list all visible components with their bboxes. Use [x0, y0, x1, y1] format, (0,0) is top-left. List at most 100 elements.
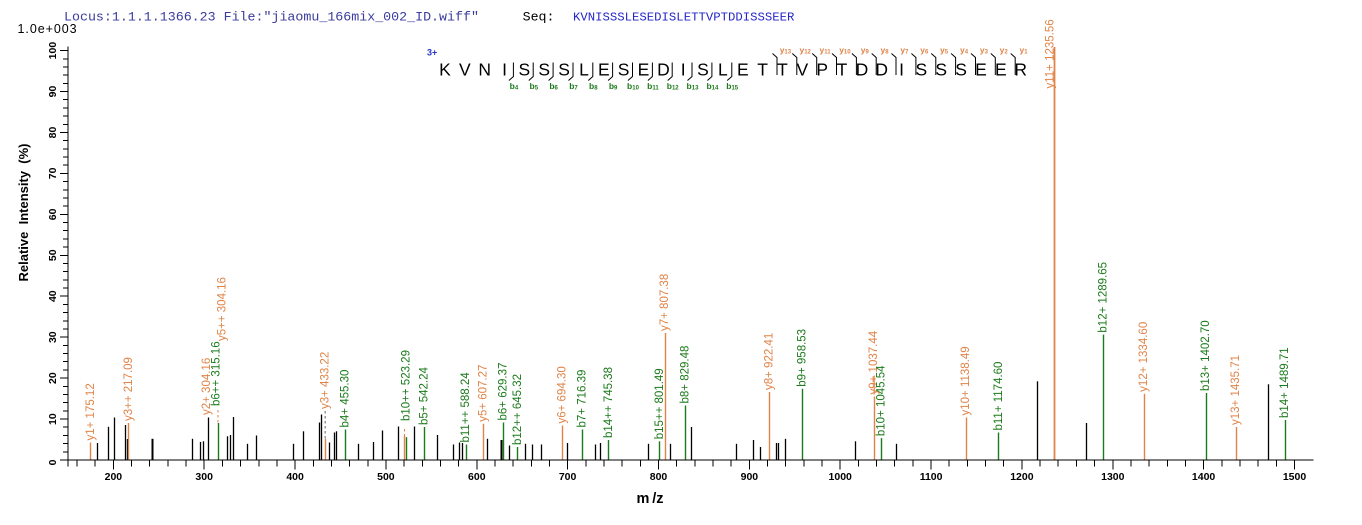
svg-text:P: P: [816, 60, 828, 80]
svg-text:E: E: [737, 60, 749, 80]
svg-text:y12+ 1334.60: y12+ 1334.60: [1138, 322, 1150, 392]
svg-text:b9: b9: [609, 81, 618, 92]
svg-text:V: V: [459, 60, 471, 80]
svg-text:E: E: [598, 60, 610, 80]
svg-text:b12: b12: [667, 81, 680, 92]
svg-text:y1+ 175.12: y1+ 175.12: [85, 383, 97, 440]
svg-text:b12+ 1289.65: b12+ 1289.65: [1097, 262, 1109, 333]
svg-text:Seq:: Seq:: [523, 10, 555, 25]
svg-text:N: N: [478, 60, 491, 80]
svg-text:800: 800: [650, 471, 668, 483]
svg-text:100: 100: [47, 42, 59, 60]
svg-text:m /z: m /z: [636, 491, 663, 507]
svg-text:70: 70: [47, 167, 59, 179]
svg-text:50: 50: [47, 249, 59, 261]
svg-text:I: I: [681, 60, 686, 80]
svg-text:y12: y12: [799, 45, 811, 56]
svg-text:S: S: [558, 60, 570, 80]
svg-text:T: T: [757, 60, 768, 80]
svg-text:b6++ 315.16: b6++ 315.16: [211, 341, 223, 406]
svg-text:3+: 3+: [427, 48, 437, 58]
svg-text:y10: y10: [839, 45, 851, 56]
svg-text:y8: y8: [881, 45, 890, 56]
svg-text:b11++ 588.24: b11++ 588.24: [460, 372, 472, 443]
svg-text:D: D: [875, 60, 888, 80]
svg-text:y13: y13: [780, 45, 792, 56]
svg-text:b6+ 629.37: b6+ 629.37: [498, 363, 510, 421]
svg-text:b8+ 829.48: b8+ 829.48: [679, 346, 691, 404]
svg-text:1200: 1200: [1010, 471, 1034, 483]
svg-text:y1: y1: [1020, 45, 1029, 56]
svg-text:b10+ 1045.54: b10+ 1045.54: [876, 365, 888, 436]
svg-text:b4+ 455.30: b4+ 455.30: [339, 370, 351, 428]
svg-text:400: 400: [286, 471, 304, 483]
svg-text:y9+ 1037.44: y9+ 1037.44: [868, 330, 880, 394]
svg-text:1500: 1500: [1283, 471, 1307, 483]
svg-text:Locus:1.1.1.1366.23 File:"jiao: Locus:1.1.1.1366.23 File:"jiaomu_166mix_…: [64, 10, 479, 25]
svg-text:b13+ 1402.70: b13+ 1402.70: [1200, 320, 1212, 391]
svg-text:y3++ 217.09: y3++ 217.09: [123, 357, 135, 421]
svg-text:y13+ 1435.71: y13+ 1435.71: [1230, 355, 1242, 425]
svg-text:S: S: [519, 60, 531, 80]
svg-text:b9+ 958.53: b9+ 958.53: [797, 329, 809, 387]
svg-text:300: 300: [195, 471, 213, 483]
svg-text:b7: b7: [569, 81, 578, 92]
svg-text:1300: 1300: [1101, 471, 1125, 483]
svg-text:500: 500: [377, 471, 395, 483]
svg-text:V: V: [796, 60, 808, 80]
svg-text:700: 700: [559, 471, 577, 483]
svg-text:b14: b14: [706, 81, 719, 92]
svg-text:600: 600: [468, 471, 486, 483]
svg-text:40: 40: [47, 290, 59, 302]
svg-text:b8: b8: [589, 81, 598, 92]
svg-text:b12++ 645.32: b12++ 645.32: [512, 374, 524, 445]
svg-text:y6: y6: [920, 45, 929, 56]
svg-text:b5: b5: [530, 81, 539, 92]
svg-text:S: S: [935, 60, 947, 80]
svg-text:I: I: [899, 60, 904, 80]
svg-text:b15++ 801.49: b15++ 801.49: [654, 368, 666, 439]
svg-text:b6: b6: [549, 81, 558, 92]
svg-text:R: R: [1014, 60, 1027, 80]
svg-text:b11: b11: [647, 81, 659, 92]
svg-text:b13: b13: [687, 81, 700, 92]
svg-text:80: 80: [47, 127, 59, 139]
svg-text:y2: y2: [1000, 45, 1009, 56]
svg-text:y7: y7: [900, 45, 909, 56]
svg-text:S: S: [697, 60, 709, 80]
svg-text:60: 60: [47, 208, 59, 220]
svg-text:S: S: [916, 60, 928, 80]
svg-text:S: S: [618, 60, 630, 80]
svg-text:1400: 1400: [1192, 471, 1216, 483]
svg-text:20: 20: [47, 372, 59, 384]
svg-text:b5+ 542.24: b5+ 542.24: [418, 367, 430, 425]
svg-text:E: E: [975, 60, 987, 80]
svg-text:y5+ 607.27: y5+ 607.27: [477, 365, 489, 422]
svg-text:I: I: [502, 60, 507, 80]
svg-text:T: T: [837, 60, 848, 80]
svg-text:y5++ 304.16: y5++ 304.16: [217, 277, 229, 341]
svg-text:10: 10: [47, 413, 59, 425]
svg-text:200: 200: [105, 471, 123, 483]
svg-text:y2+ 304.16: y2+ 304.16: [201, 358, 213, 415]
svg-text:1000: 1000: [829, 471, 853, 483]
svg-text:y10+ 1138.49: y10+ 1138.49: [960, 346, 972, 415]
svg-text:y3+ 433.22: y3+ 433.22: [319, 352, 331, 409]
svg-text:0: 0: [47, 459, 59, 465]
svg-text:Relative Intensity (%): Relative Intensity (%): [16, 144, 31, 282]
svg-text:L: L: [718, 60, 728, 80]
svg-text:y8+ 922.41: y8+ 922.41: [764, 333, 776, 390]
svg-text:b10: b10: [627, 81, 640, 92]
svg-text:y3: y3: [980, 45, 989, 56]
svg-text:1100: 1100: [920, 471, 943, 483]
svg-text:b11+ 1174.60: b11+ 1174.60: [993, 362, 1005, 431]
svg-text:30: 30: [47, 331, 59, 343]
svg-text:E: E: [638, 60, 650, 80]
svg-text:y11+ 1235.56: y11+ 1235.56: [1044, 19, 1056, 88]
svg-text:y5: y5: [940, 45, 949, 56]
svg-text:b14+ 1489.71: b14+ 1489.71: [1279, 347, 1291, 418]
svg-text:90: 90: [47, 86, 59, 98]
svg-text:1.0e+003: 1.0e+003: [18, 22, 78, 36]
svg-text:b7+ 716.39: b7+ 716.39: [577, 370, 589, 428]
svg-text:y4: y4: [960, 45, 969, 56]
